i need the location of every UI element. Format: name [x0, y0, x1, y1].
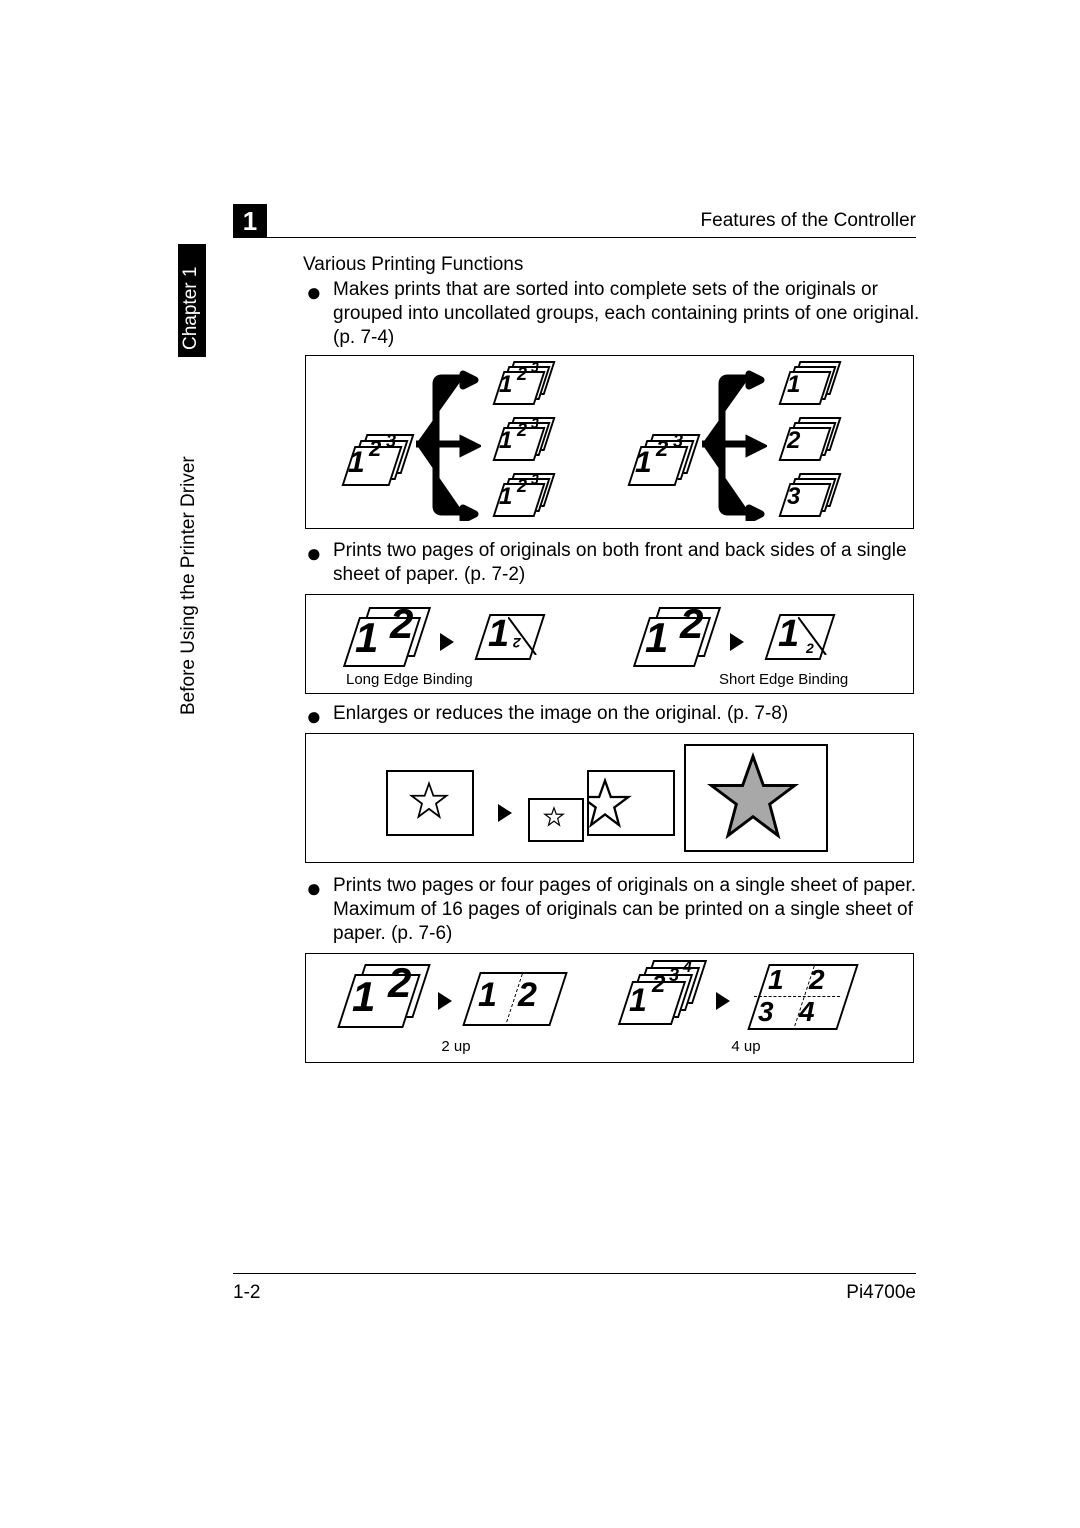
- digit: 2: [517, 477, 527, 495]
- section-title: Various Printing Functions: [303, 254, 523, 276]
- digit: 1: [355, 617, 378, 659]
- digit: 3: [669, 966, 679, 984]
- star-outline-icon: [543, 806, 565, 828]
- digit: 2: [369, 438, 381, 460]
- bracket-icon: [697, 366, 767, 521]
- digit: 2: [680, 603, 703, 645]
- digit: 2: [390, 603, 413, 645]
- digit: 1: [478, 978, 497, 1012]
- footer-model: Pi4700e: [846, 1282, 916, 1304]
- star-filled-icon: [703, 748, 803, 848]
- bullet-icon: ●: [306, 544, 322, 563]
- zoom-crop-sheet: [587, 770, 675, 836]
- digit: 4: [799, 998, 815, 1026]
- figure-zoom: [305, 733, 914, 863]
- footer-page-number: 1-2: [233, 1282, 260, 1304]
- two-up-label: 2 up: [416, 1038, 496, 1055]
- digit: 2: [652, 973, 665, 997]
- bullet-3-text: Enlarges or reduces the image on the ori…: [333, 702, 788, 726]
- digit: 1: [768, 966, 784, 994]
- digit: 3: [673, 432, 683, 450]
- star-outline-icon: [408, 780, 450, 822]
- arrow-right-icon: [438, 992, 452, 1010]
- bullet-icon: ●: [306, 879, 322, 898]
- digit: 1: [629, 984, 647, 1016]
- digit: 2: [787, 429, 800, 453]
- digit: 1: [352, 976, 375, 1018]
- digit: 3: [787, 485, 800, 509]
- digit: 2: [517, 365, 527, 383]
- digit: 2: [517, 421, 527, 439]
- star-outline-icon: [587, 776, 633, 832]
- digit: 1: [778, 615, 799, 653]
- digit: 3: [531, 416, 539, 430]
- digit: 3: [531, 472, 539, 486]
- long-edge-label: Long Edge Binding: [346, 671, 546, 688]
- chapter-sidebar-label: Chapter 1: [180, 267, 202, 350]
- digit: 1: [348, 448, 365, 478]
- driver-sidebar-label: Before Using the Printer Driver: [178, 456, 200, 715]
- digit: 4: [683, 960, 692, 976]
- figure-nup: 1 2 1 2 2 up 1 2 3 4 1 2 3 4 4 up: [305, 953, 914, 1063]
- digit: 1: [645, 617, 668, 659]
- digit: 1: [635, 448, 652, 478]
- digit: 1: [499, 485, 512, 509]
- four-up-label: 4 up: [706, 1038, 786, 1055]
- chapter-number-badge: 1: [233, 204, 267, 238]
- bullet-1-text: Makes prints that are sorted into comple…: [333, 278, 933, 350]
- digit: 3: [758, 998, 774, 1026]
- digit: 1: [499, 373, 512, 397]
- figure-duplex: 1 2 1 2 Long Edge Binding 1 2 1 2 Short …: [305, 594, 914, 694]
- bullet-icon: ●: [306, 283, 322, 302]
- header-title: Features of the Controller: [701, 210, 916, 232]
- digit: 2: [656, 438, 668, 460]
- footer-rule: [233, 1273, 916, 1274]
- digit: 1: [499, 429, 512, 453]
- figure-sort-group: 1 2 3 1 2 3 1 2 3 1 2 3 1: [305, 355, 914, 529]
- digit: 2: [388, 962, 411, 1004]
- digit: 1: [488, 615, 509, 653]
- digit: 2: [809, 966, 825, 994]
- digit: 3: [386, 432, 396, 450]
- digit: 1: [787, 373, 800, 397]
- arrow-right-icon: [716, 992, 730, 1010]
- short-edge-label: Short Edge Binding: [719, 671, 919, 688]
- page-fold-icon: [798, 617, 828, 655]
- digit: 3: [531, 360, 539, 374]
- arrow-right-icon: [730, 633, 744, 651]
- bracket-icon: [411, 366, 481, 521]
- bullet-4-text: Prints two pages or four pages of origin…: [333, 874, 933, 946]
- page-fold-icon: [508, 617, 538, 655]
- arrow-right-icon: [440, 633, 454, 651]
- bullet-icon: ●: [306, 707, 322, 726]
- digit: 2: [518, 978, 537, 1012]
- arrow-right-icon: [498, 804, 512, 822]
- bullet-2-text: Prints two pages of originals on both fr…: [333, 539, 933, 587]
- manual-page: Features of the Controller 1 Chapter 1 B…: [0, 0, 1080, 1528]
- header-rule: [240, 237, 916, 238]
